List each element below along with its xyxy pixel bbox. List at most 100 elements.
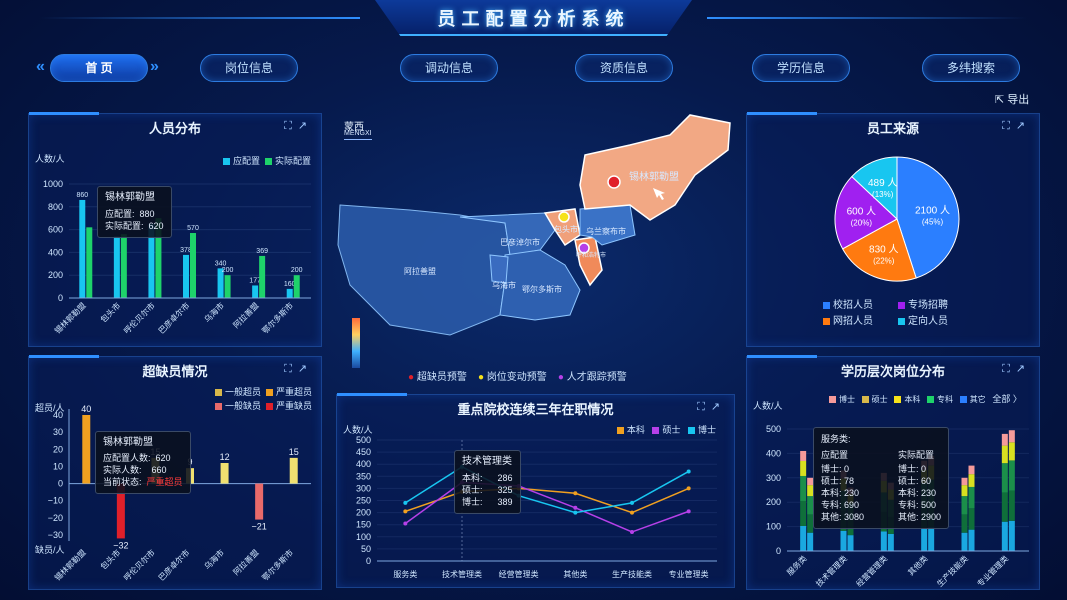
tooltip: 锡林郭勒盟 应配置人数: 620 实际人数: 660 当前状态: 严重超员: [95, 431, 191, 494]
data-label: 340: [215, 260, 227, 267]
y-tick-label: 200: [48, 270, 63, 280]
purple-dot-icon: ●: [557, 372, 564, 383]
position-alert-marker[interactable]: [558, 211, 570, 223]
region-map: [337, 114, 731, 336]
legend-item: 超缺员预警: [416, 372, 467, 383]
tooltip-key: 应配置:: [105, 209, 135, 219]
legend-item: 专科: [937, 395, 954, 404]
panel-accent: [337, 393, 407, 396]
tooltip: 锡林郭勒盟 应配置: 880 实际配置: 620: [97, 186, 172, 238]
legend-swatch: [215, 403, 222, 411]
y-tick-label: 100: [766, 522, 781, 532]
x-tick-label: 鄂尔多斯市: [260, 547, 295, 582]
bar: [293, 275, 300, 298]
export-button[interactable]: ⇱ 导出: [995, 91, 1029, 107]
y-tick-label: −20: [48, 513, 63, 523]
bar: [120, 234, 127, 298]
tooltip-value: 880: [139, 209, 155, 219]
open-icon[interactable]: ↗: [1015, 120, 1031, 132]
fullscreen-icon[interactable]: ⛶: [1002, 363, 1016, 375]
open-icon[interactable]: ↗: [297, 363, 313, 375]
y-tick-label: 300: [356, 483, 371, 493]
slice-percent: (20%): [851, 218, 873, 227]
data-point: [403, 509, 408, 514]
talent-alert-marker[interactable]: [578, 242, 590, 254]
data-point: [686, 486, 691, 491]
legend-all-toggle[interactable]: 全部 〉: [992, 394, 1022, 404]
region-baotou[interactable]: [543, 208, 581, 247]
tooltip-value: 286: [497, 473, 513, 483]
nav-positions[interactable]: 岗位信息: [200, 54, 298, 82]
fullscreen-icon[interactable]: ⛶: [1002, 120, 1016, 132]
bar: [255, 483, 264, 520]
stack-segment: [968, 465, 975, 475]
open-icon[interactable]: ↗: [1015, 363, 1031, 375]
legend-item: 校招人员: [833, 300, 873, 311]
shortage-alert-marker[interactable]: [607, 175, 621, 189]
x-tick-label: 经营管理类: [499, 569, 539, 579]
y-tick-label: −30: [48, 530, 63, 540]
legend-swatch: [215, 389, 222, 397]
map-label: 锡林郭勒盟: [629, 172, 679, 183]
open-icon[interactable]: ↗: [710, 401, 726, 413]
x-tick-label: 其他类: [906, 553, 930, 577]
map-label: 阿拉善盟: [404, 267, 436, 276]
nav-transfers[interactable]: 调动信息: [400, 54, 498, 82]
x-tick-label: 巴彦卓尔市: [156, 547, 191, 582]
pie-slice: [834, 175, 898, 250]
tooltip-row: 本科: 230: [821, 488, 860, 498]
stack-segment: [807, 496, 814, 515]
y-tick-label: 800: [48, 202, 63, 212]
fullscreen-icon[interactable]: ⛶: [697, 401, 711, 413]
legend: 应配置 实际配置: [222, 154, 311, 167]
stack-segment: [1001, 492, 1008, 522]
region-xilingol[interactable]: [579, 114, 731, 221]
tooltip-row: 博士: 0: [821, 464, 850, 474]
legend-swatch: [266, 389, 274, 397]
bar: [155, 218, 162, 298]
tooltip-key: 硕士:: [462, 485, 483, 495]
series-line: [405, 487, 689, 514]
y-tick-label: 10: [53, 461, 63, 471]
y-tick-label: 200: [766, 497, 781, 507]
tooltip: 技术管理类 本科: 286 硕士: 325 博士: 389: [454, 450, 521, 514]
tooltip: 服务类: 应配置 博士: 0 硕士: 78 本科: 230 专科: 690 其他…: [813, 427, 949, 529]
legend-item: 本科: [904, 395, 921, 404]
title-bar: 员工配置分析系统: [0, 0, 1067, 42]
tooltip-value: 660: [151, 465, 167, 475]
pie-slice: [841, 218, 917, 282]
panel-icons: ⛶↗: [1002, 362, 1031, 376]
region-wuhai[interactable]: [489, 254, 509, 284]
stack-segment: [1001, 445, 1008, 464]
slice-label: 600 人: [847, 205, 876, 217]
nav-home[interactable]: 首 页: [50, 54, 148, 82]
nav-education[interactable]: 学历信息: [752, 54, 850, 82]
slice-label: 489 人: [868, 177, 897, 189]
region-ordos[interactable]: [499, 249, 581, 321]
stack-segment: [1008, 430, 1015, 443]
bar: [220, 463, 229, 484]
fullscreen-icon[interactable]: ⛶: [284, 120, 298, 132]
nav-qualifications[interactable]: 资质信息: [575, 54, 673, 82]
stack-segment: [807, 477, 814, 486]
bar: [148, 223, 155, 298]
x-tick-label: 鄂尔多斯市: [260, 300, 295, 335]
nav-search[interactable]: 多纬搜索: [922, 54, 1020, 82]
tooltip-title: 服务类:: [821, 434, 851, 444]
panel-title: 超缺员情况: [142, 364, 208, 379]
data-label: 200: [222, 267, 234, 274]
bar: [82, 415, 91, 484]
open-icon[interactable]: ↗: [297, 120, 313, 132]
y-tick-label: 100: [356, 532, 371, 542]
panel-title: 学历层次岗位分布: [840, 364, 945, 379]
legend-swatch: [616, 427, 624, 435]
stack-segment: [1001, 463, 1008, 493]
region-hohhot[interactable]: [574, 236, 603, 287]
region-name-en: MENGXI: [344, 130, 372, 140]
x-tick-label: 锡林郭勒盟: [52, 547, 87, 582]
x-tick-label: 乌海市: [202, 547, 226, 571]
x-tick-label: 技术管理类: [814, 553, 849, 588]
legend-item: 严重超员: [276, 387, 313, 397]
fullscreen-icon[interactable]: ⛶: [284, 363, 298, 375]
